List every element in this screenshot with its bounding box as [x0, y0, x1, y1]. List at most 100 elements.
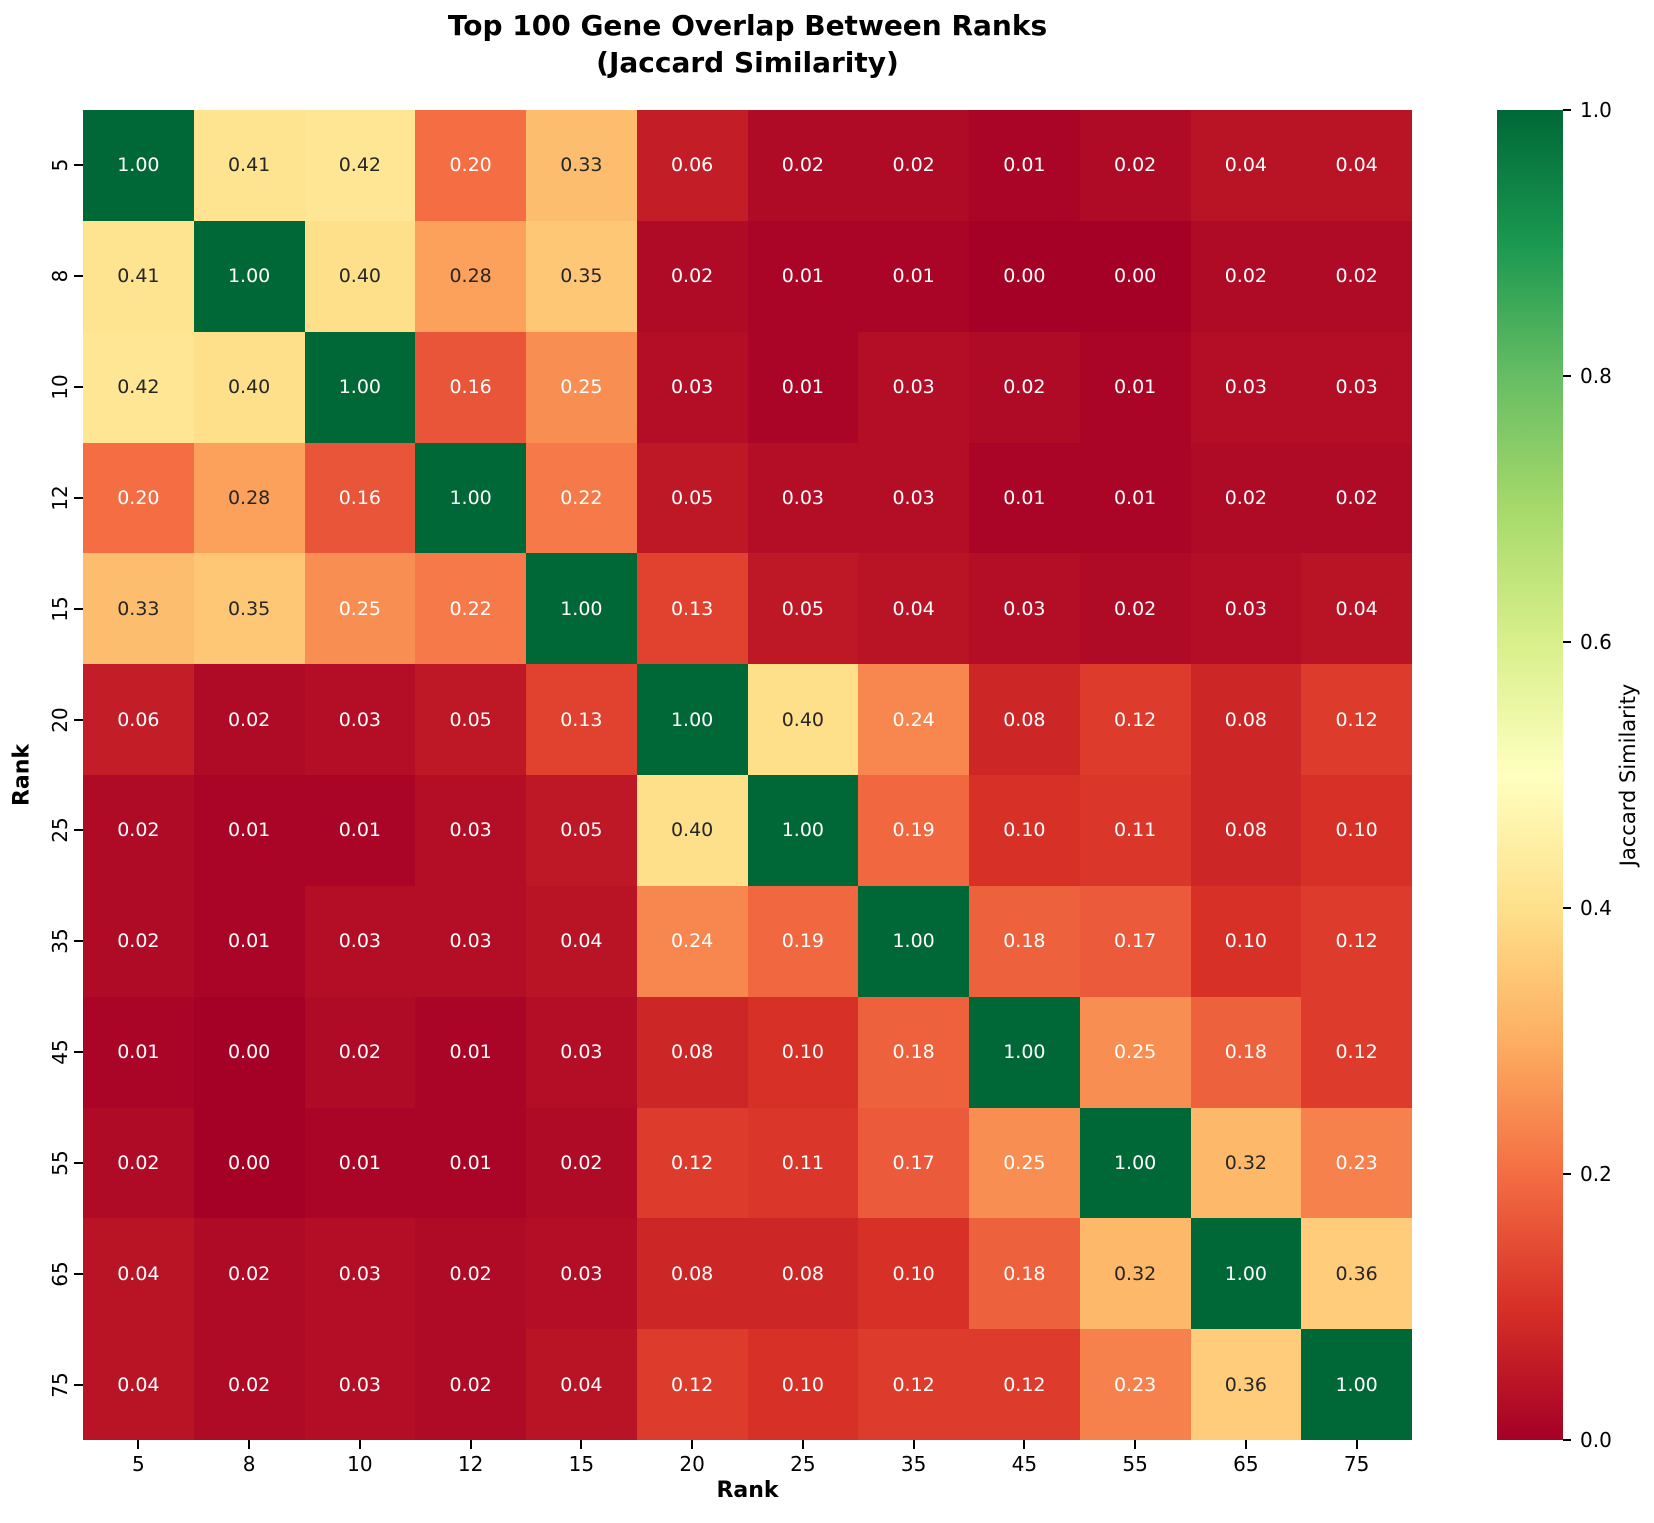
colorbar-tick	[1563, 375, 1571, 377]
heatmap-cell: 0.05	[415, 664, 526, 775]
heatmap-cell: 0.04	[1190, 110, 1302, 221]
y-axis-tick	[74, 1051, 83, 1054]
heatmap-cell: 0.02	[1079, 553, 1191, 665]
x-tick-label: 5	[132, 1452, 145, 1476]
heatmap-cell: 0.02	[193, 1218, 305, 1330]
colorbar-tick	[1563, 1439, 1571, 1441]
heatmap-cell: 0.01	[858, 220, 969, 332]
heatmap-cell: 0.02	[526, 1107, 637, 1219]
heatmap-cell: 0.17	[858, 1107, 969, 1219]
heatmap-cell: 0.05	[636, 442, 748, 554]
heatmap-cell: 0.02	[83, 885, 194, 997]
y-tick-label: 45	[48, 1039, 72, 1065]
heatmap-cell: 0.02	[415, 1218, 526, 1330]
heatmap-cell: 0.01	[1079, 331, 1191, 443]
x-tick-label: 15	[568, 1452, 595, 1476]
heatmap-cell: 0.40	[193, 331, 305, 443]
heatmap-cell: 1.00	[304, 331, 416, 443]
heatmap-cell: 0.40	[304, 220, 416, 332]
x-tick-label: 25	[790, 1452, 816, 1476]
chart-title-line2: (Jaccard Similarity)	[596, 45, 899, 79]
heatmap-cell: 0.35	[193, 553, 305, 665]
heatmap-cell: 0.04	[83, 1329, 194, 1440]
heatmap-cell: 1.00	[193, 220, 305, 332]
y-tick-label: 35	[48, 928, 72, 954]
heatmap-cell: 0.02	[1301, 220, 1412, 332]
heatmap-cell: 0.00	[193, 996, 305, 1108]
colorbar	[1497, 110, 1563, 1440]
heatmap-cell: 0.04	[1301, 553, 1412, 665]
heatmap-cell: 0.13	[526, 664, 637, 775]
x-tick-label: 65	[1233, 1452, 1259, 1476]
heatmap-cell: 0.20	[83, 442, 194, 554]
heatmap-cell: 0.03	[415, 775, 526, 886]
x-tick-label: 35	[900, 1452, 927, 1476]
heatmap-cell: 1.00	[636, 664, 748, 775]
heatmap-cell: 0.36	[1190, 1329, 1302, 1440]
x-axis-tick	[469, 1440, 472, 1449]
heatmap-cell: 0.01	[304, 1107, 416, 1219]
x-axis-tick	[358, 1440, 361, 1449]
heatmap-cell: 0.42	[304, 110, 416, 221]
y-tick-label: 5	[48, 159, 72, 172]
heatmap-cell: 0.01	[83, 996, 194, 1108]
heatmap-cell: 0.03	[858, 331, 969, 443]
x-axis-title: Rank	[716, 1478, 779, 1503]
heatmap-cell: 0.05	[747, 553, 859, 665]
heatmap-cell: 0.13	[636, 553, 748, 665]
heatmap-cell: 0.02	[304, 996, 416, 1108]
heatmap-cell: 0.28	[415, 220, 526, 332]
y-axis-tick	[74, 829, 83, 832]
heatmap-cell: 0.02	[193, 664, 305, 775]
x-tick-label: 55	[1122, 1452, 1148, 1476]
heatmap-cell: 0.01	[193, 775, 305, 886]
heatmap-cell: 1.00	[1190, 1218, 1302, 1330]
x-axis-tick	[137, 1440, 140, 1449]
heatmap-cell: 0.10	[1190, 885, 1302, 997]
heatmap-cell: 0.12	[636, 1107, 748, 1219]
colorbar-label: Jaccard Similarity	[1616, 683, 1640, 867]
heatmap-cell: 0.11	[747, 1107, 859, 1219]
x-axis-tick	[801, 1440, 804, 1449]
heatmap-cell: 0.10	[969, 775, 1080, 886]
x-axis-tick	[1355, 1440, 1358, 1449]
heatmap-cell: 0.22	[415, 553, 526, 665]
heatmap-cell: 0.08	[969, 664, 1080, 775]
y-tick-label: 20	[48, 706, 72, 733]
y-axis-tick	[74, 718, 83, 721]
heatmap-cell: 0.33	[83, 553, 194, 665]
heatmap-cell: 0.32	[1190, 1107, 1302, 1219]
heatmap-cell: 0.40	[636, 775, 748, 886]
heatmap-cell: 0.08	[747, 1218, 859, 1330]
heatmap-cell: 0.04	[526, 1329, 637, 1440]
x-tick-label: 20	[679, 1452, 705, 1476]
heatmap-cell: 0.40	[747, 664, 859, 775]
heatmap-cell: 0.03	[747, 442, 859, 554]
heatmap-cell: 0.24	[636, 885, 748, 997]
heatmap-cell: 0.32	[1079, 1218, 1191, 1330]
heatmap-cell: 0.03	[304, 1329, 416, 1440]
colorbar-tick-label: 0.2	[1580, 1162, 1612, 1186]
heatmap-cell: 0.12	[1301, 885, 1412, 997]
heatmap-cell: 0.03	[636, 331, 748, 443]
heatmap-cell: 0.03	[304, 885, 416, 997]
x-axis-tick	[912, 1440, 915, 1449]
heatmap-cell: 0.03	[304, 1218, 416, 1330]
heatmap-cell: 0.12	[969, 1329, 1080, 1440]
heatmap-cell: 0.12	[1301, 996, 1412, 1108]
heatmap-cell: 0.12	[1079, 664, 1191, 775]
heatmap-cell: 0.00	[1079, 220, 1191, 332]
heatmap-cell: 0.04	[858, 553, 969, 665]
heatmap-cell: 0.18	[969, 1218, 1080, 1330]
y-tick-label: 65	[48, 1261, 72, 1287]
chart-title-line1: Top 100 Gene Overlap Between Ranks	[447, 9, 1048, 42]
heatmap-cell: 0.41	[193, 110, 305, 221]
x-tick-label: 45	[1011, 1452, 1038, 1476]
heatmap-cell: 1.00	[415, 442, 526, 554]
heatmap-cell: 0.10	[747, 1329, 859, 1440]
heatmap-cell: 0.10	[1301, 775, 1412, 886]
heatmap-cell: 0.18	[858, 996, 969, 1108]
colorbar-tick-label: 1.0	[1580, 98, 1612, 122]
heatmap-cell: 0.04	[83, 1218, 194, 1330]
